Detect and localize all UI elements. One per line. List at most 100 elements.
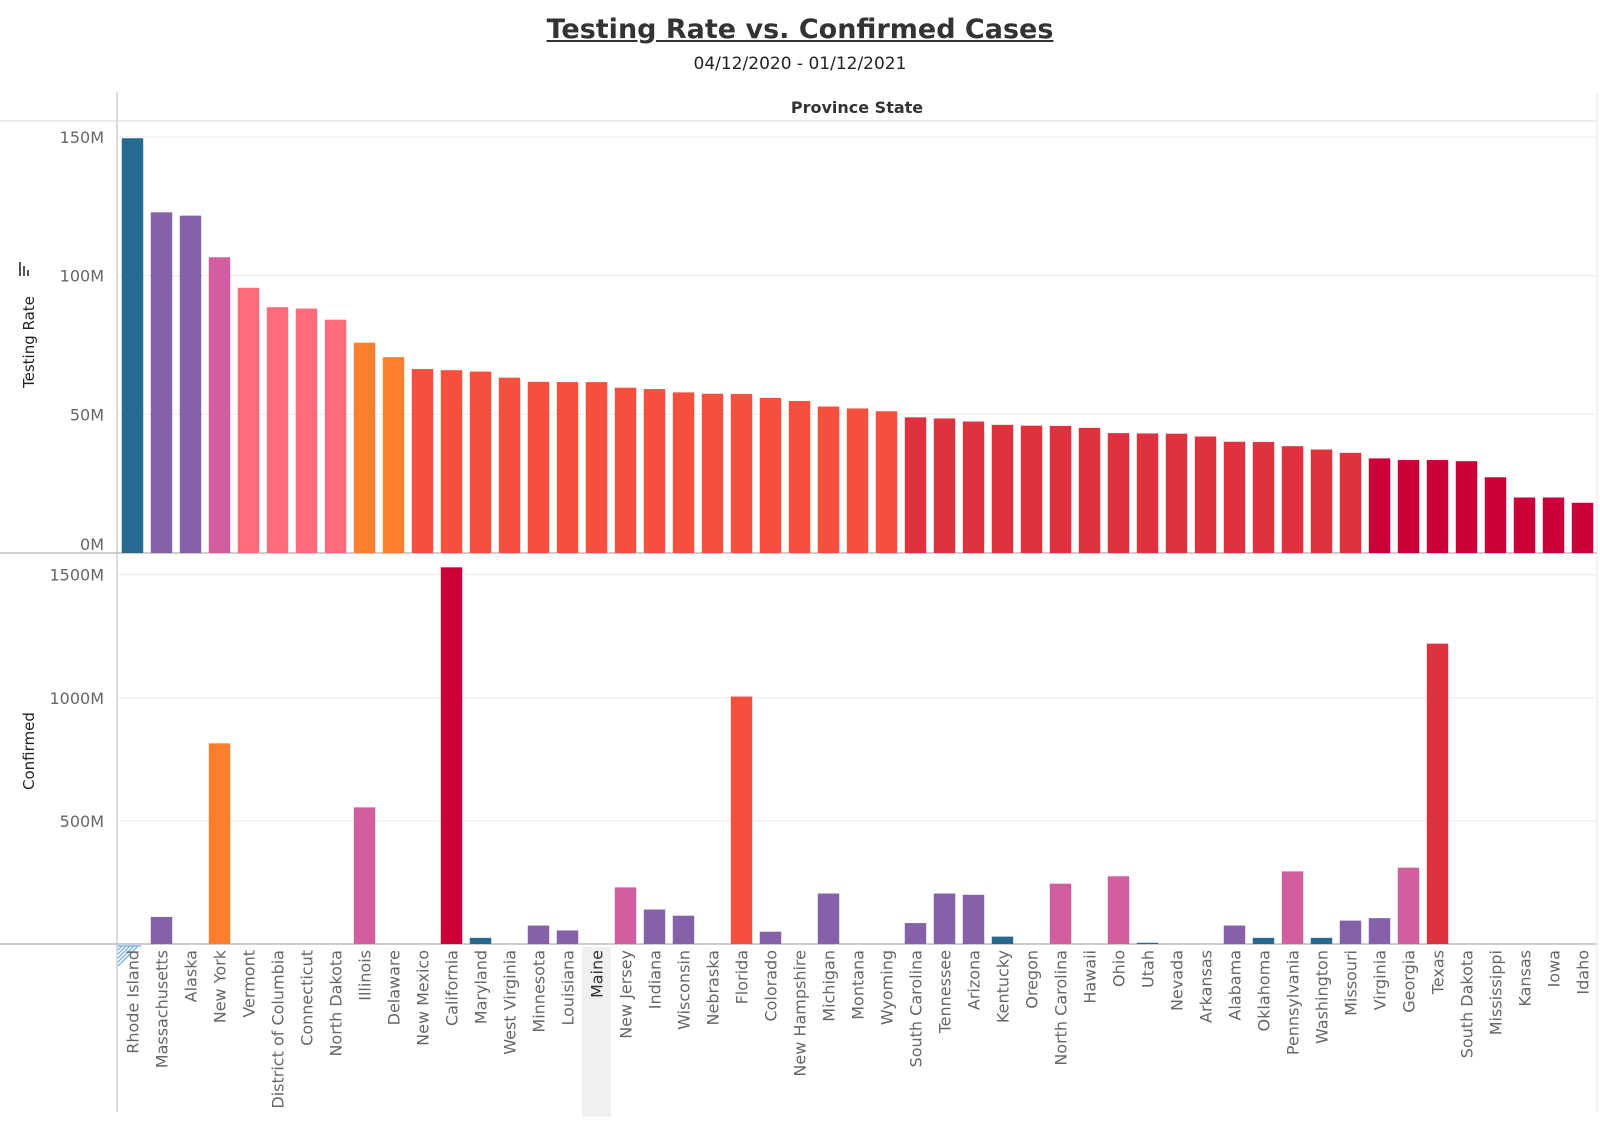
x-tick-label: District of Columbia [269, 950, 288, 1109]
bar-testing-rate-minnesota[interactable] [527, 381, 550, 553]
bar-confirmed-florida[interactable] [730, 696, 753, 944]
bar-confirmed-oklahoma[interactable] [1252, 937, 1275, 944]
bar-testing-rate-west-virginia[interactable] [498, 377, 521, 553]
bar-testing-rate-arizona[interactable] [962, 421, 985, 553]
bar-testing-rate-tennessee[interactable] [933, 418, 956, 553]
bar-testing-rate-new-mexico[interactable] [411, 369, 434, 553]
bar-testing-rate-south-carolina[interactable] [904, 417, 927, 553]
x-tick-label: North Dakota [327, 950, 346, 1057]
x-tick-label: South Carolina [907, 950, 926, 1067]
bar-testing-rate-indiana[interactable] [643, 389, 666, 553]
bar-confirmed-louisiana[interactable] [556, 930, 579, 944]
bar-confirmed-wisconsin[interactable] [672, 915, 695, 944]
y-tick-label: 100M [60, 267, 104, 286]
bar-confirmed-virginia[interactable] [1368, 918, 1391, 944]
x-tick-label: Washington [1313, 950, 1332, 1044]
x-tick-label: Colorado [762, 950, 781, 1022]
bar-testing-rate-ohio[interactable] [1107, 433, 1130, 553]
bar-confirmed-north-carolina[interactable] [1049, 883, 1072, 944]
bar-confirmed-georgia[interactable] [1397, 867, 1420, 944]
x-tick-label: Indiana [646, 950, 665, 1009]
bar-testing-rate-michigan[interactable] [817, 406, 840, 553]
bar-testing-rate-district-of-columbia[interactable] [266, 307, 289, 553]
bar-confirmed-new-jersey[interactable] [614, 887, 637, 944]
bar-testing-rate-rhode-island[interactable] [121, 138, 144, 554]
bar-confirmed-colorado[interactable] [759, 931, 782, 944]
bar-confirmed-indiana[interactable] [643, 909, 666, 944]
bar-confirmed-texas[interactable] [1426, 643, 1449, 944]
bar-testing-rate-california[interactable] [440, 370, 463, 553]
bar-testing-rate-florida[interactable] [730, 394, 753, 553]
bar-testing-rate-washington[interactable] [1310, 449, 1333, 553]
y-tick-label: 150M [60, 128, 104, 147]
x-tick-label: West Virginia [501, 950, 520, 1055]
bar-testing-rate-north-carolina[interactable] [1049, 425, 1072, 553]
x-tick-label: Wisconsin [675, 950, 694, 1030]
bar-testing-rate-maine[interactable] [585, 382, 608, 553]
bar-testing-rate-missouri[interactable] [1339, 452, 1362, 553]
bar-testing-rate-hawaii[interactable] [1078, 427, 1101, 553]
bar-testing-rate-vermont[interactable] [237, 287, 260, 553]
x-tick-label: Connecticut [298, 950, 317, 1046]
bar-confirmed-illinois[interactable] [353, 807, 376, 944]
bar-testing-rate-virginia[interactable] [1368, 458, 1391, 553]
bar-testing-rate-alabama[interactable] [1223, 441, 1246, 553]
x-tick-label: Missouri [1342, 950, 1361, 1016]
bar-testing-rate-mississippi[interactable] [1484, 477, 1507, 553]
bar-testing-rate-south-dakota[interactable] [1455, 461, 1478, 553]
bar-testing-rate-maryland[interactable] [469, 371, 492, 553]
bar-testing-rate-oklahoma[interactable] [1252, 442, 1275, 553]
bar-testing-rate-montana[interactable] [846, 408, 869, 553]
y-axis-label-confirmed: Confirmed [20, 712, 38, 790]
bar-confirmed-minnesota[interactable] [527, 925, 550, 944]
bar-testing-rate-louisiana[interactable] [556, 382, 579, 553]
bar-confirmed-california[interactable] [440, 567, 463, 944]
bar-testing-rate-kansas[interactable] [1513, 497, 1536, 553]
bar-confirmed-new-york[interactable] [208, 743, 231, 944]
bar-confirmed-missouri[interactable] [1339, 920, 1362, 944]
bar-testing-rate-pennsylvania[interactable] [1281, 446, 1304, 553]
bar-testing-rate-wisconsin[interactable] [672, 392, 695, 553]
bar-testing-rate-new-york[interactable] [208, 257, 231, 553]
x-tick-label: Michigan [820, 950, 839, 1022]
bar-testing-rate-new-hampshire[interactable] [788, 400, 811, 553]
bar-testing-rate-utah[interactable] [1136, 433, 1159, 553]
x-tick-label: Nebraska [704, 950, 723, 1025]
bar-confirmed-kentucky[interactable] [991, 936, 1014, 944]
bar-testing-rate-delaware[interactable] [382, 357, 405, 553]
bar-testing-rate-north-dakota[interactable] [324, 319, 347, 553]
bar-confirmed-south-carolina[interactable] [904, 923, 927, 944]
bar-testing-rate-wyoming[interactable] [875, 411, 898, 553]
bar-confirmed-massachusetts[interactable] [150, 916, 173, 944]
bar-confirmed-maryland[interactable] [469, 937, 492, 944]
bar-confirmed-ohio[interactable] [1107, 876, 1130, 944]
bar-testing-rate-nevada[interactable] [1165, 433, 1188, 553]
sort-descending-icon[interactable] [19, 262, 29, 276]
bar-testing-rate-massachusetts[interactable] [150, 212, 173, 553]
x-tick-label: Pennsylvania [1284, 950, 1303, 1055]
bar-testing-rate-georgia[interactable] [1397, 460, 1420, 553]
bar-confirmed-arizona[interactable] [962, 894, 985, 944]
x-tick-label: Arkansas [1197, 950, 1216, 1023]
bar-testing-rate-oregon[interactable] [1020, 425, 1043, 553]
y-tick-label: 50M [70, 405, 104, 424]
bar-confirmed-utah[interactable] [1136, 942, 1159, 944]
bar-confirmed-washington[interactable] [1310, 937, 1333, 944]
x-tick-label: Alaska [182, 950, 201, 1002]
bar-testing-rate-illinois[interactable] [353, 342, 376, 553]
bar-testing-rate-iowa[interactable] [1542, 497, 1565, 553]
bar-testing-rate-new-jersey[interactable] [614, 387, 637, 553]
bar-testing-rate-connecticut[interactable] [295, 308, 318, 553]
bar-confirmed-pennsylvania[interactable] [1281, 871, 1304, 944]
bar-testing-rate-colorado[interactable] [759, 397, 782, 553]
bar-confirmed-alabama[interactable] [1223, 925, 1246, 944]
bar-testing-rate-texas[interactable] [1426, 460, 1449, 553]
bar-testing-rate-nebraska[interactable] [701, 393, 724, 553]
bar-testing-rate-arkansas[interactable] [1194, 436, 1217, 553]
bar-testing-rate-alaska[interactable] [179, 215, 202, 553]
bar-confirmed-michigan[interactable] [817, 893, 840, 944]
bar-testing-rate-idaho[interactable] [1571, 502, 1594, 553]
bar-testing-rate-kentucky[interactable] [991, 424, 1014, 553]
x-tick-label: Louisiana [559, 950, 578, 1026]
bar-confirmed-tennessee[interactable] [933, 893, 956, 944]
